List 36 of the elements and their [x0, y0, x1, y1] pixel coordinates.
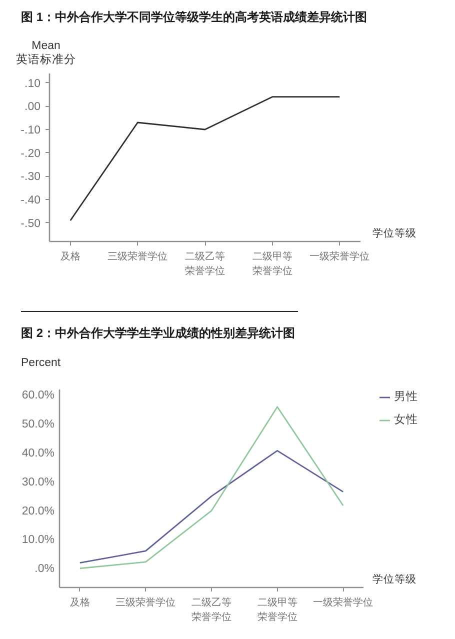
- x-tick-label: 二级甲等荣誉学位: [257, 596, 298, 623]
- y-tick-label: 50.0%: [22, 418, 54, 430]
- y-axis-title: Percent: [21, 356, 61, 370]
- y-tick-label: -.40: [20, 194, 41, 206]
- x-tick-label: 及格: [60, 250, 80, 262]
- y-tick-label: 30.0%: [22, 476, 54, 488]
- y-tick-label: 60.0%: [22, 389, 54, 402]
- legend-label: 女性: [394, 412, 418, 427]
- y-tick-label: .0%: [34, 563, 55, 576]
- y-axis-title: 英语标准分: [16, 53, 76, 67]
- y-axis-title: Mean: [32, 39, 60, 53]
- y-tick-label: 40.0%: [22, 447, 54, 460]
- x-tick-label: 二级乙等荣誉学位: [185, 250, 225, 277]
- title: 图 1：中外合作大学不同学位等级学生的高考英语成绩差异统计图: [21, 10, 368, 24]
- x-tick-label: 一级荣誉学位: [310, 250, 370, 262]
- x-tick-label: 一级荣誉学位: [313, 596, 374, 608]
- y-tick-label: .00: [24, 101, 41, 114]
- y-tick-label: -.30: [20, 171, 41, 184]
- title: 图 2：中外合作大学学生学业成绩的性别差异统计图: [21, 326, 296, 340]
- line-series: [79, 450, 344, 564]
- y-tick-label: -.10: [20, 124, 41, 136]
- legend-label: 男性: [394, 390, 418, 404]
- y-tick-label: .10: [24, 78, 41, 90]
- x-tick-label: 三级荣誉学位: [108, 250, 168, 262]
- x-axis-title: 学位等级: [372, 574, 416, 586]
- line-series: [70, 96, 340, 222]
- x-axis-title: 学位等级: [372, 228, 416, 240]
- y-tick-label: 20.0%: [22, 505, 54, 518]
- x-tick-label: 及格: [70, 596, 90, 608]
- x-tick-label: 三级荣誉学位: [116, 596, 176, 608]
- line-series: [79, 406, 344, 570]
- x-tick-label: 二级乙等荣誉学位: [192, 596, 232, 623]
- x-tick-label: 二级甲等荣誉学位: [252, 250, 292, 277]
- y-tick-label: -.50: [20, 218, 41, 230]
- y-tick-label: 10.0%: [22, 534, 54, 546]
- y-tick-label: -.20: [20, 148, 41, 160]
